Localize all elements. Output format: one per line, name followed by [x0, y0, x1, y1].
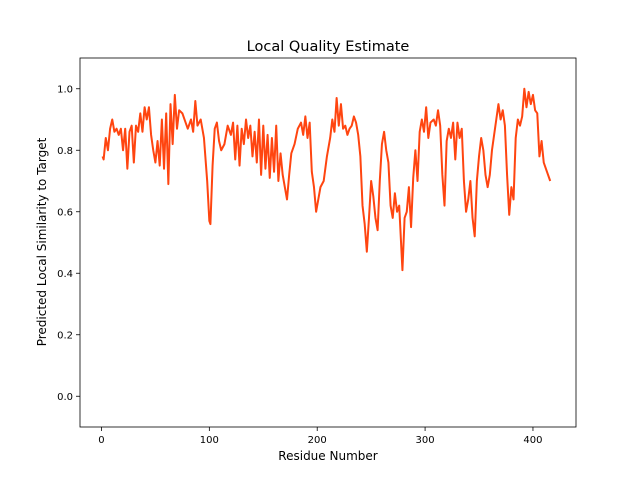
y-tick-label: 0.8: [57, 146, 73, 157]
y-axis-label: Predicted Local Similarity to Target: [35, 137, 49, 346]
y-tick-label: 0.2: [57, 330, 73, 341]
x-tick-label: 200: [308, 435, 327, 446]
y-tick-label: 0.4: [57, 269, 73, 280]
x-axis-label: Residue Number: [278, 449, 377, 463]
series-line: [101, 87, 552, 272]
y-tick-label: 0.6: [57, 207, 73, 218]
x-tick-label: 0: [98, 435, 104, 446]
plot-frame: [79, 57, 577, 428]
x-tick-label: 400: [523, 435, 542, 446]
y-tick-label: 1.0: [57, 84, 73, 95]
chart-title: Local Quality Estimate: [247, 39, 410, 55]
x-tick-label: 100: [200, 435, 219, 446]
x-tick-label: 300: [416, 435, 435, 446]
y-tick-label: 0.0: [57, 392, 73, 403]
